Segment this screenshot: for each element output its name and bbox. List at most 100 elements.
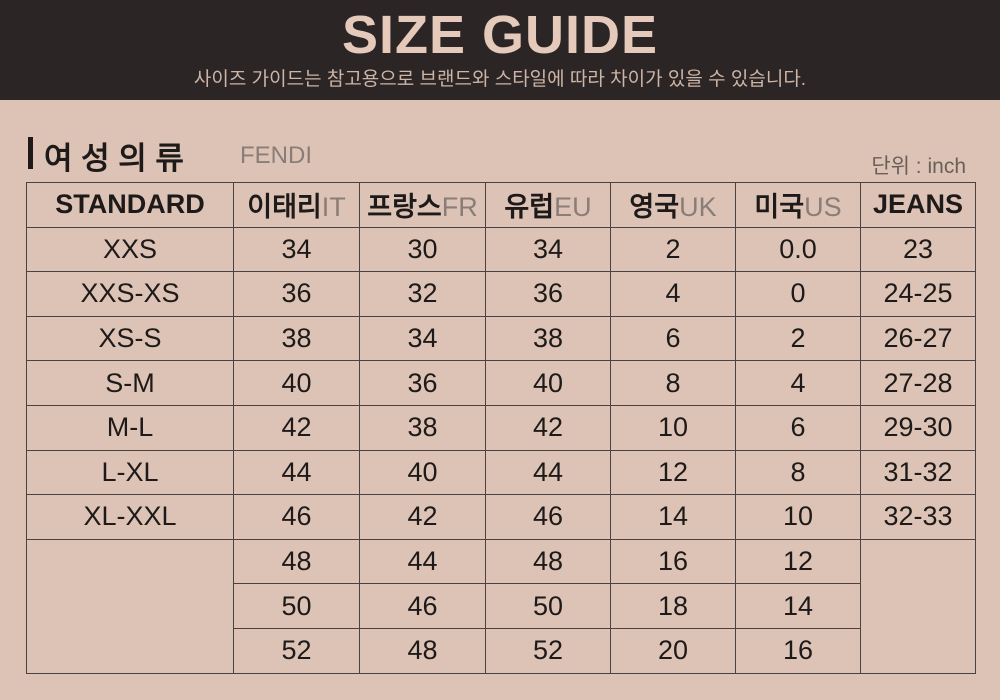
cell: 44	[233, 449, 360, 496]
column-header: STANDARD	[26, 182, 234, 228]
cell: 44	[359, 538, 486, 585]
header-bar: SIZE GUIDE 사이즈 가이드는 참고용으로 브랜드와 스타일에 따라 차…	[0, 0, 1000, 100]
column-header: 프랑스FR	[359, 182, 486, 228]
cell: 42	[485, 404, 611, 451]
cell: 6	[735, 404, 861, 451]
section-marker	[28, 137, 33, 169]
cell: 8	[610, 360, 736, 406]
column-header: 유럽EU	[485, 182, 611, 228]
cell: 8	[735, 449, 861, 496]
cell: M-L	[26, 404, 234, 451]
cell: 34	[233, 226, 360, 273]
cell: 18	[610, 583, 736, 629]
column-code: US	[804, 192, 842, 223]
data-row: M-L 42 38 42 10 6 29-30	[26, 404, 976, 451]
cell: 46	[485, 494, 611, 540]
data-row: XS-S 38 34 38 6 2 26-27	[26, 315, 976, 362]
cell: 48	[485, 538, 611, 585]
cell: 36	[485, 271, 611, 317]
cell: 10	[610, 404, 736, 451]
cell: S-M	[26, 360, 234, 406]
cell: 42	[359, 494, 486, 540]
cell: 14	[610, 494, 736, 540]
cell: 4	[735, 360, 861, 406]
merged-empty-cell	[26, 538, 234, 674]
cell: 52	[485, 627, 611, 674]
cell: 50	[485, 583, 611, 629]
data-row: XXS-XS 36 32 36 4 0 24-25	[26, 271, 976, 317]
cell: XXS-XS	[26, 271, 234, 317]
data-row: 48 44 48 16 12	[26, 538, 976, 674]
cell: 40	[485, 360, 611, 406]
cell: 36	[359, 360, 486, 406]
column-label: JEANS	[872, 189, 964, 220]
column-header: 미국US	[735, 182, 861, 228]
cell: 23	[860, 226, 976, 273]
cell: 34	[485, 226, 611, 273]
size-table: STANDARD 이태리IT 프랑스FR 유럽EU 영국UK 미국US JEANS XXS 34…	[26, 182, 976, 674]
subtitle: 사이즈 가이드는 참고용으로 브랜드와 스타일에 따라 차이가 있을 수 있습니…	[193, 69, 807, 90]
cell: 34	[359, 315, 486, 362]
cell: 0	[735, 271, 861, 317]
brand: FENDI	[240, 142, 312, 169]
cell: 31-32	[860, 449, 976, 496]
cell: 50	[233, 583, 360, 629]
unit: 단위 : inch	[871, 155, 966, 178]
data-row: XL-XXL 46 42 46 14 10 32-33	[26, 494, 976, 540]
cell: 14	[735, 583, 861, 629]
column-code: IT	[321, 192, 346, 223]
column-label: 미국	[754, 192, 805, 223]
column-header: 영국UK	[610, 182, 736, 228]
data-row: S-M 40 36 40 8 4 27-28	[26, 360, 976, 406]
cell: XXS	[26, 226, 234, 273]
column-code: UK	[679, 192, 717, 223]
cell: 0.0	[735, 226, 861, 273]
cell: 29-30	[860, 404, 976, 451]
cell: 12	[735, 538, 861, 585]
cell: 52	[233, 627, 360, 674]
cell: 26-27	[860, 315, 976, 362]
column-label: 이태리	[247, 192, 322, 223]
cell: 42	[233, 404, 360, 451]
cell: 4	[610, 271, 736, 317]
cell: 27-28	[860, 360, 976, 406]
cell: 32	[359, 271, 486, 317]
cell: 46	[233, 494, 360, 540]
cell: 36	[233, 271, 360, 317]
section-title: 여 성 의 류	[44, 141, 184, 176]
cell: 16	[610, 538, 736, 585]
column-code: EU	[554, 192, 592, 223]
cell: 16	[735, 627, 861, 674]
cell: 30	[359, 226, 486, 273]
data-row: 50 46 50 18 14	[27, 583, 976, 629]
column-label: 프랑스	[367, 192, 442, 223]
column-label: STANDARD	[55, 189, 205, 220]
cell: 32-33	[860, 494, 976, 540]
cell: 40	[359, 449, 486, 496]
data-row: L-XL 44 40 44 12 8 31-32	[26, 449, 976, 496]
column-code: FR	[441, 192, 478, 223]
cell: 40	[233, 360, 360, 406]
cell: 44	[485, 449, 611, 496]
column-label: 유럽	[504, 192, 555, 223]
cell: 48	[233, 538, 360, 585]
cell: XS-S	[26, 315, 234, 362]
cell: 6	[610, 315, 736, 362]
cell: 10	[735, 494, 861, 540]
column-label: 영국	[629, 192, 680, 223]
column-header: 이태리IT	[233, 182, 360, 228]
title: SIZE GUIDE	[341, 5, 659, 65]
cell: 38	[359, 404, 486, 451]
data-row: XXS 34 30 34 2 0.0 23	[26, 226, 976, 273]
cell: 2	[735, 315, 861, 362]
cell: 12	[610, 449, 736, 496]
cell: L-XL	[26, 449, 234, 496]
cell: 38	[233, 315, 360, 362]
cell: 48	[359, 627, 486, 674]
cell: 20	[610, 627, 736, 674]
cell: 2	[610, 226, 736, 273]
data-row: 52 48 52 20 16	[27, 627, 976, 674]
merged-empty-cell	[860, 538, 976, 674]
cell: 46	[359, 583, 486, 629]
